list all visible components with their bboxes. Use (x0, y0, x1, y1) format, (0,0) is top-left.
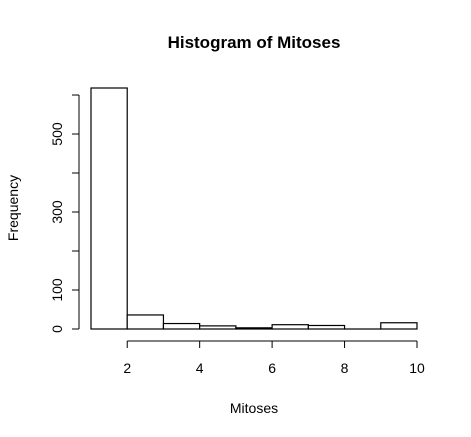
histogram-bar-6 (272, 325, 308, 329)
bars-group (91, 88, 417, 329)
histogram-bar-1 (91, 88, 127, 329)
y-tick-label: 100 (49, 278, 65, 302)
x-axis: 2 4 6 8 10 (123, 341, 425, 376)
x-tick-label: 8 (341, 360, 349, 376)
y-axis: 0 100 300 500 (49, 95, 79, 333)
histogram-bar-4 (200, 326, 236, 329)
x-tick-label: 4 (196, 360, 204, 376)
x-axis-label: Mitoses (230, 400, 278, 416)
y-tick-label: 300 (49, 200, 65, 224)
y-tick-label: 0 (49, 325, 65, 333)
chart-title: Histogram of Mitoses (168, 33, 341, 52)
x-tick-label: 10 (409, 360, 425, 376)
histogram-bar-5 (236, 328, 272, 329)
x-tick-label: 2 (123, 360, 131, 376)
histogram-bar-3 (163, 324, 199, 329)
y-tick-label: 500 (49, 122, 65, 146)
y-axis-label: Frequency (5, 175, 21, 241)
histogram-bar-2 (127, 315, 163, 329)
histogram-bar-7 (308, 325, 344, 329)
x-tick-label: 6 (268, 360, 276, 376)
histogram-bar-9 (381, 323, 417, 329)
